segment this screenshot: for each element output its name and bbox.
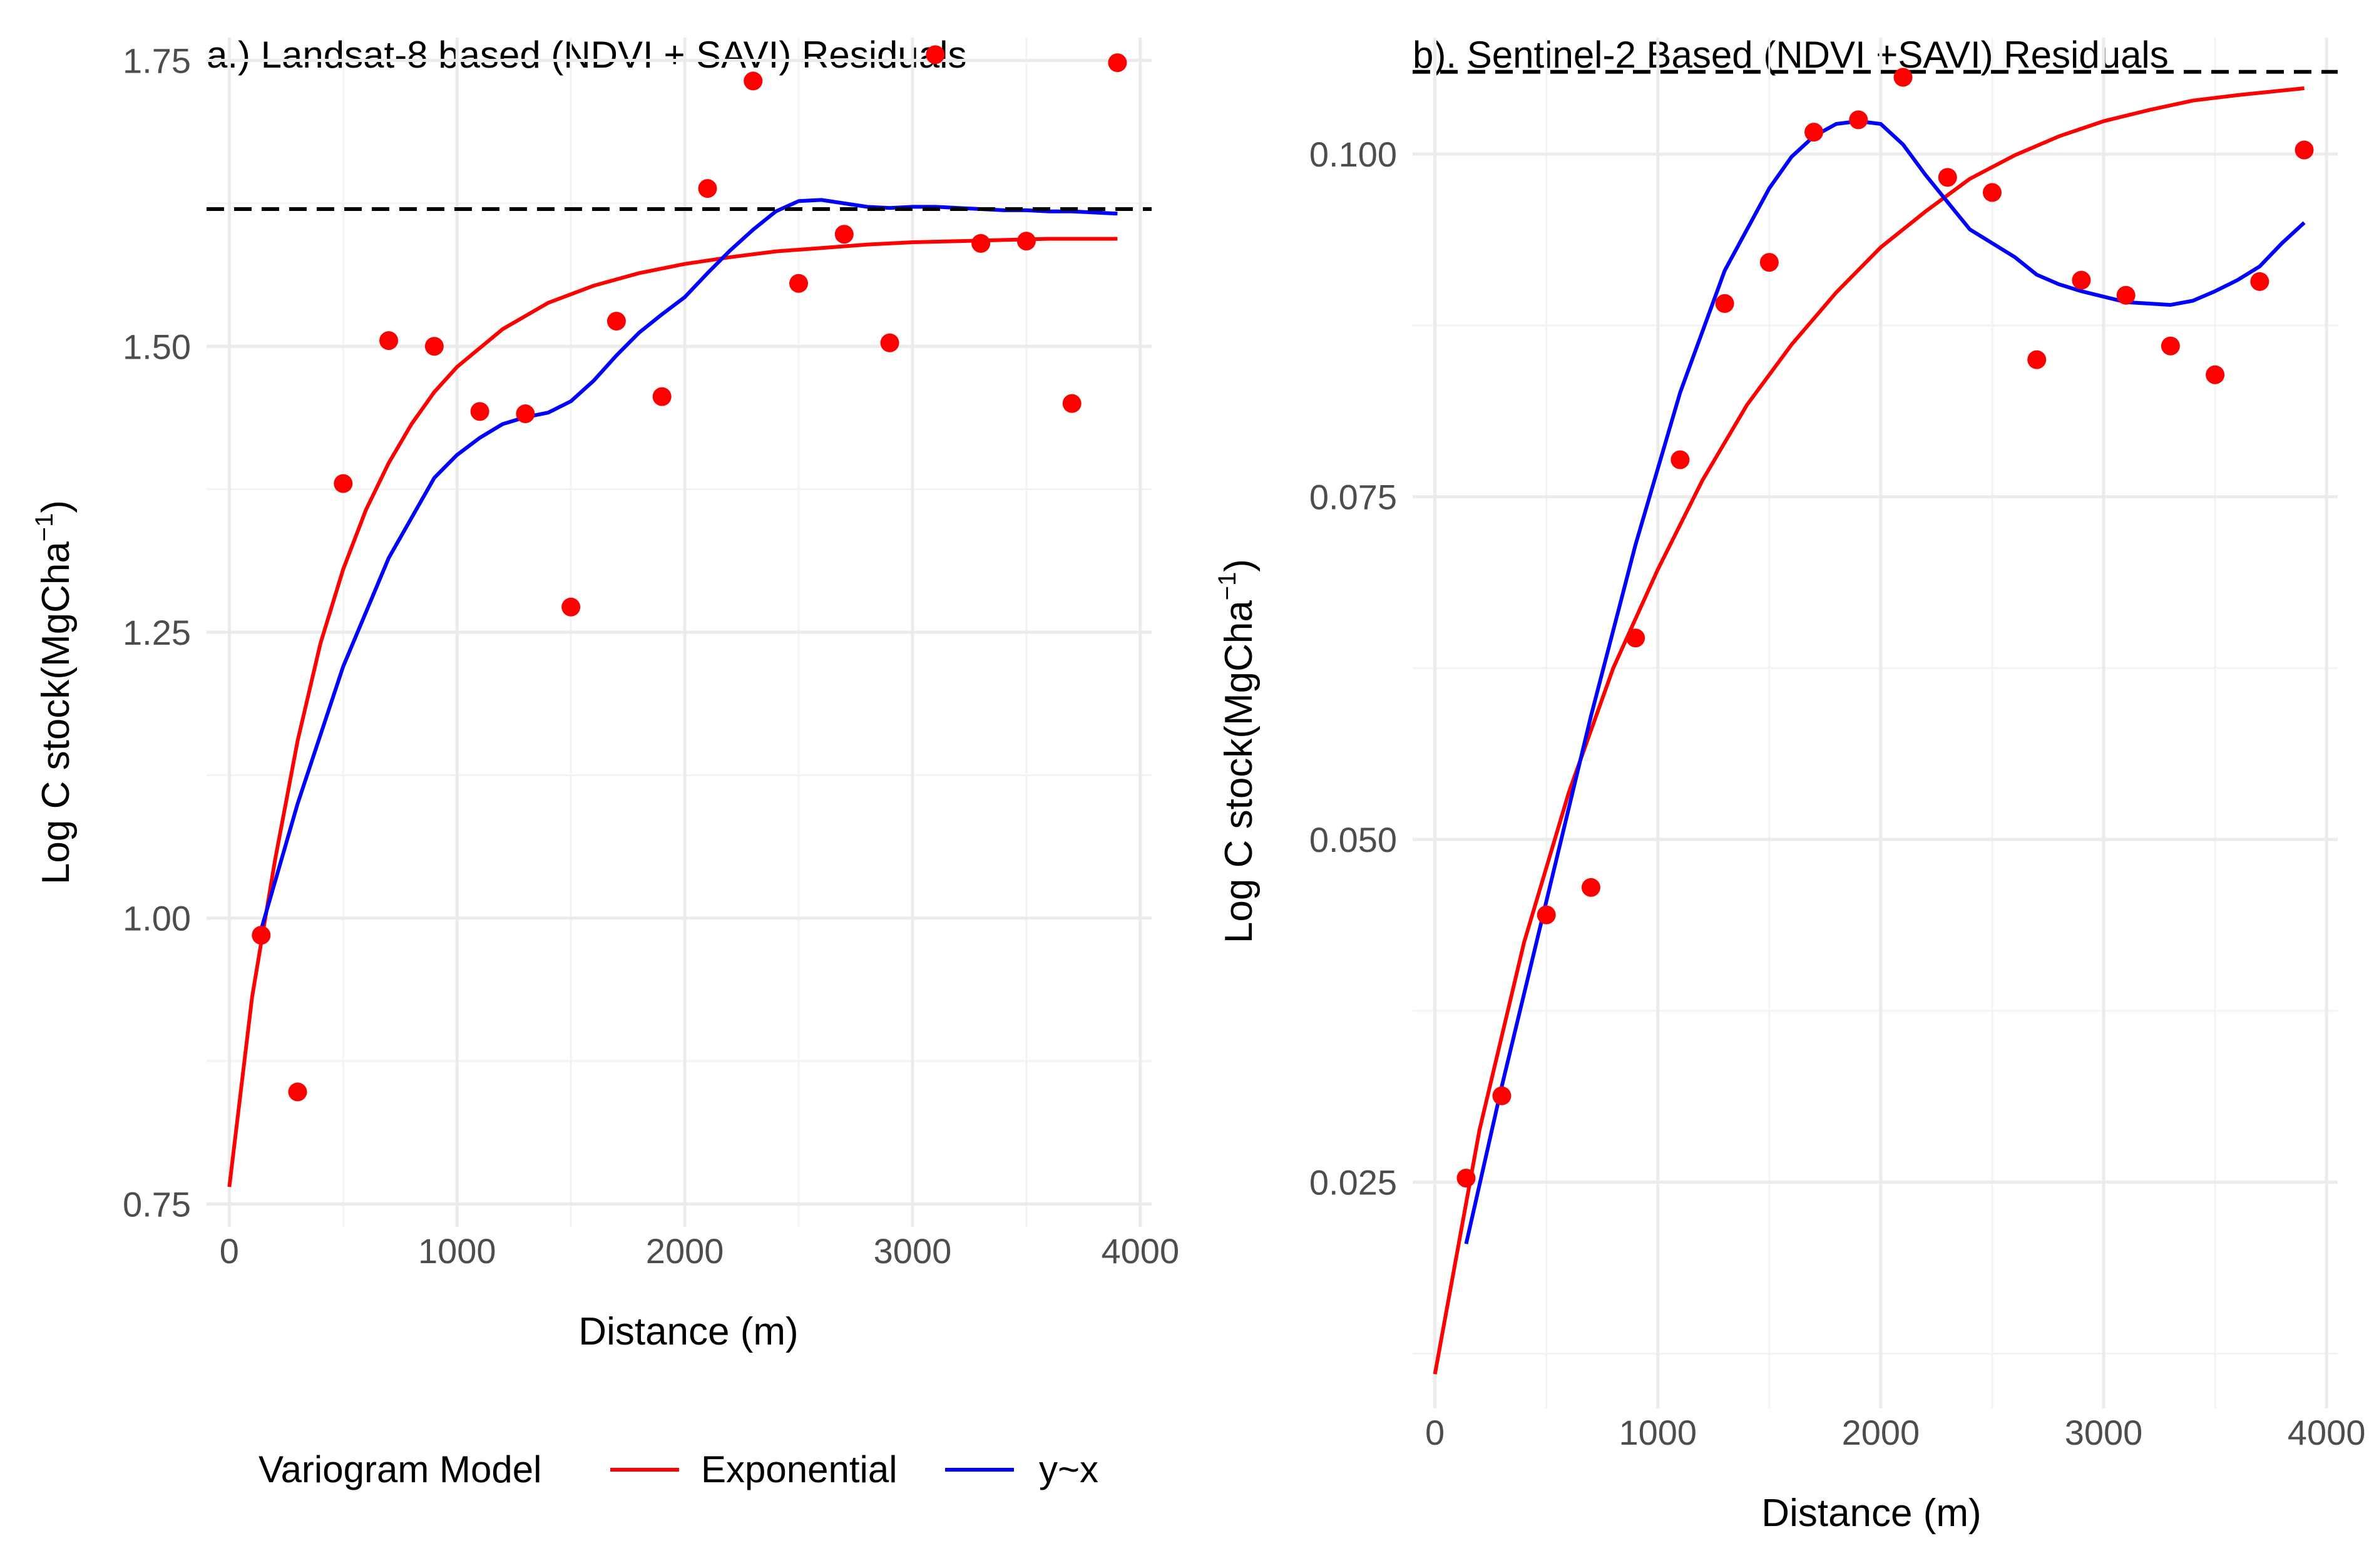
legend: Variogram Model Exponential y~x [258,1448,1098,1490]
panel-a-x-axis-label: Distance (m) [578,1310,798,1353]
panel-b-data-point [1581,878,1600,897]
panel-b-x-axis-label: Distance (m) [1761,1492,1981,1535]
panel-b-data-point [1456,1169,1476,1188]
panel-a-y-tick-label: 0.75 [123,1184,191,1224]
panel-b-x-tick-label: 1000 [1619,1413,1697,1452]
panel-a-x-tick-label: 2000 [646,1231,724,1271]
panel-a-plot-area: 0 1000 2000 3000 4000 0.75 1.00 1.25 1.50 1.75 [123,38,1179,1271]
panel-a-data-point [379,331,399,351]
panel-b-sentinel: b). Sentinel-2 Based (NDVI +SAVI) Residu… [1214,34,2365,1535]
panel-a-x-tick-label: 1000 [418,1231,496,1271]
panel-a-y-tick-label: 1.00 [123,899,191,938]
panel-a-series-exponential [227,237,1118,1187]
panel-a-data-point [288,1082,307,1102]
panel-b-plot-area: 0 1000 2000 3000 4000 0.025 0.050 0.075 0.100 [1309,38,2366,1452]
panel-b-data-point [2116,285,2136,305]
panel-a-data-point [880,333,899,352]
panel-b-data-point [1804,123,1824,142]
panel-a-data-point [971,233,991,253]
panel-b-x-tick-label: 4000 [2288,1413,2366,1452]
panel-b-series-yx [1464,119,2306,1244]
panel-a-data-point [744,71,763,91]
panel-a-data-point [561,597,581,617]
panel-b-data-point [1537,905,1556,925]
panel-b-data-point [1893,68,1913,87]
panel-b-data-point [1492,1086,1512,1105]
panel-a-y-axis-label: Log C stock(MgCha−1) [31,500,78,884]
panel-a-data-point [334,474,353,493]
panel-b-data-point [2206,365,2225,384]
panel-a-data-point [789,274,809,293]
panel-b-data-point [1715,294,1734,313]
panel-a-x-tick-label: 3000 [874,1231,952,1271]
panel-b-y-tick-label: 0.100 [1309,135,1397,174]
panel-a-landsat: a.) Landsat-8 based (NDVI + SAVI) Residu… [31,34,1179,1353]
panel-b-data-point [2250,272,2269,291]
panel-b-y-tick-label: 0.025 [1309,1163,1397,1202]
panel-b-x-tick-label: 2000 [1842,1413,1920,1452]
panel-a-y-tick-label: 1.25 [123,613,191,652]
panel-a-y-tick-label: 1.50 [123,327,191,366]
panel-a-data-point [1016,232,1036,251]
panel-b-data-point [1670,450,1690,469]
panel-a-title: a.) Landsat-8 based (NDVI + SAVI) Residu… [207,34,966,76]
panel-b-x-tick-label: 0 [1425,1413,1445,1452]
panel-a-data-point [834,225,854,244]
panel-b-data-point [2072,270,2091,290]
legend-label-exponential: Exponential [701,1448,898,1490]
panel-b-data-point [2295,140,2314,160]
panel-b-data-point [1938,168,1957,187]
panel-a-x-tick-label: 4000 [1102,1231,1180,1271]
panel-a-data-point [252,926,271,945]
panel-b-data-point [2161,336,2180,356]
panel-b-data-point [1982,183,2002,202]
legend-title: Variogram Model [258,1448,541,1490]
panel-b-data-point [2027,350,2047,369]
panel-a-data-point [470,402,489,421]
panel-a-data-point [1108,53,1127,73]
panel-a-y-tick-label: 1.75 [123,41,191,81]
panel-b-data-point [1849,110,1868,130]
panel-a-data-point [926,45,945,64]
panel-b-title: b). Sentinel-2 Based (NDVI +SAVI) Residu… [1413,34,2169,76]
panel-b-data-point [1626,628,1645,648]
panel-a-data-point [1062,394,1082,413]
panel-a-x-tick-label: 0 [220,1231,239,1271]
panel-a-data-point [652,387,672,406]
panel-a-data-point [516,404,535,424]
legend-label-yx: y~x [1039,1448,1098,1490]
panel-b-y-axis-label: Log C stock(MgCha−1) [1214,559,1261,943]
panel-b-data-point [1759,253,1779,272]
panel-b-y-tick-label: 0.050 [1309,820,1397,859]
panel-b-y-tick-label: 0.075 [1309,478,1397,517]
panel-b-x-tick-label: 3000 [2065,1413,2143,1452]
panel-a-data-point [424,337,444,356]
panel-a-data-point [606,312,626,331]
panel-a-data-point [698,179,717,198]
